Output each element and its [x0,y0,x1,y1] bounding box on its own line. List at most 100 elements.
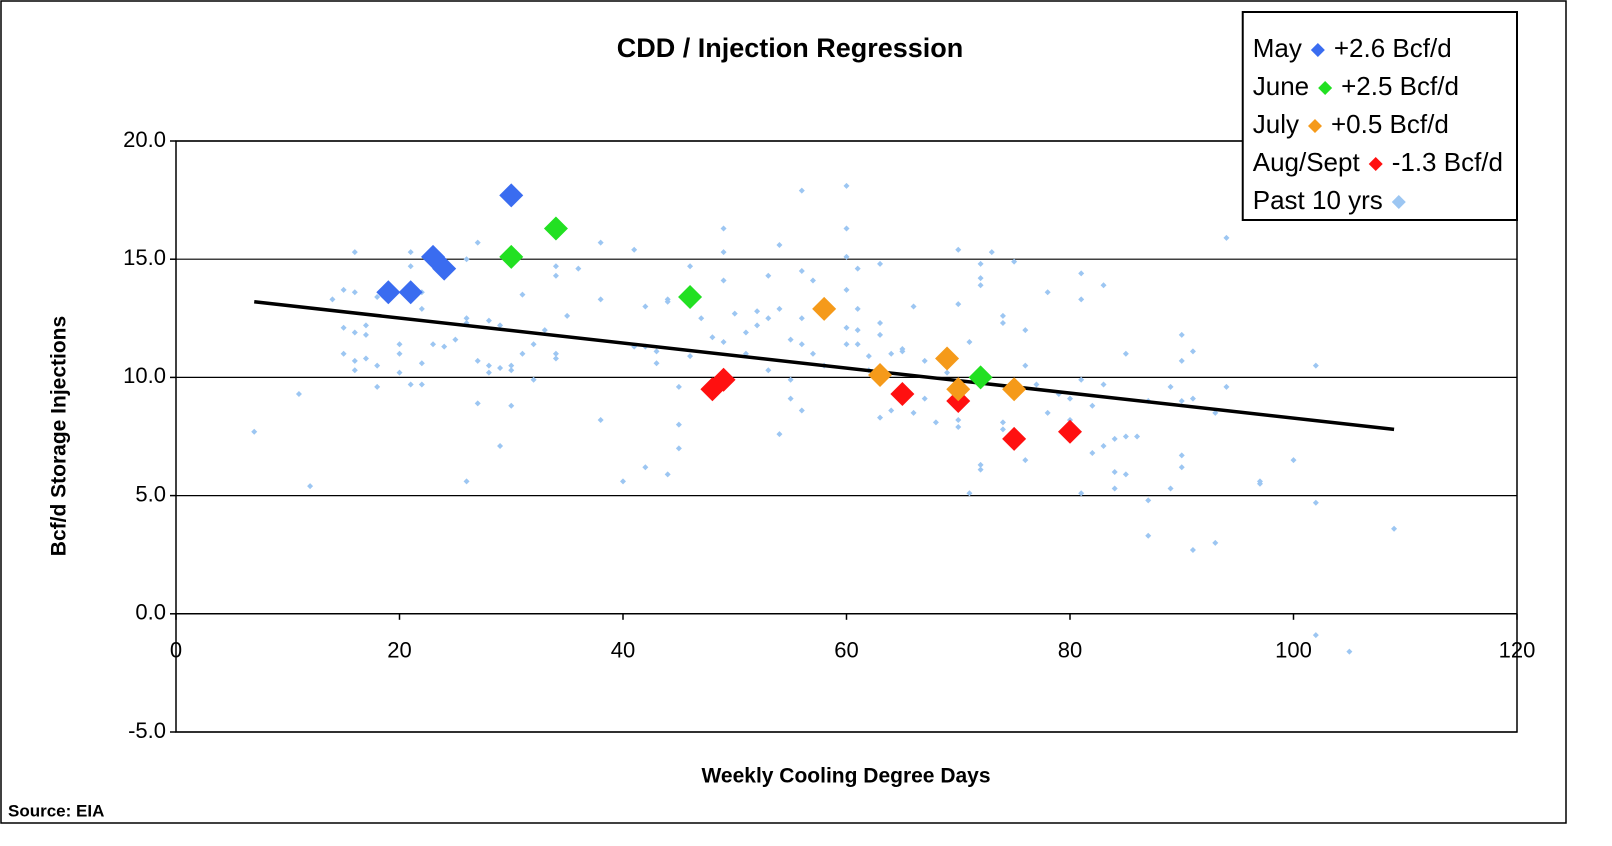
point [955,424,962,431]
point [854,341,861,348]
point [530,376,537,383]
point [497,322,504,329]
point [1078,376,1085,383]
point [1189,348,1196,355]
point [935,346,960,371]
point [1312,632,1319,639]
point [376,280,401,305]
point [711,367,736,392]
point [541,327,548,334]
point [1100,381,1107,388]
point [1044,289,1051,296]
point [854,305,861,312]
legend: May +2.6 Bcf/d June +2.5 Bcf/d July +0.5 Bcf/… [1241,11,1518,221]
legend-note: +0.5 Bcf/d [1331,109,1449,139]
point [977,275,984,282]
point [787,336,794,343]
point [653,360,660,367]
point [1058,419,1082,444]
point [1212,409,1219,416]
point [664,298,671,305]
point [485,362,492,369]
point [452,336,459,343]
point [1022,362,1029,369]
point [709,334,716,341]
point [798,187,805,194]
point [620,478,626,485]
point [474,357,481,364]
point [999,312,1006,319]
point [977,466,984,473]
x-tick-label: 20 [387,638,411,663]
y-tick-label: -5.0 [128,718,166,743]
x-tick-label: 40 [611,638,635,663]
point [765,367,772,374]
point [642,464,649,471]
point [508,367,515,374]
point [374,294,381,301]
point [519,350,526,357]
point [1122,350,1129,357]
point [597,239,604,246]
x-tick-label: 0 [170,638,182,663]
point [742,329,749,336]
legend-label: July [1253,109,1299,139]
chart-title: CDD / Injection Regression [617,33,964,63]
point [977,282,984,289]
point [809,277,816,284]
point [765,315,772,322]
point [396,369,403,376]
point [932,419,939,426]
point [977,461,984,468]
point [843,286,850,293]
point [1078,296,1085,303]
point [1178,398,1185,405]
point [988,249,995,256]
point [868,363,893,388]
point [351,329,358,336]
point [1100,442,1107,449]
point [295,390,302,397]
point [888,407,895,414]
point [877,260,884,267]
point [1022,327,1029,334]
y-axis-label: Bcf/d Storage Injections [48,316,71,556]
point [754,308,761,315]
point [999,426,1006,433]
point [463,478,470,485]
point [418,305,425,312]
point [1002,377,1027,402]
point [899,346,906,353]
point [999,320,1006,327]
point [1290,457,1297,464]
point [396,341,403,348]
point [1189,546,1196,553]
point [720,249,727,256]
point [843,324,850,331]
point [921,395,928,402]
legend-note: +2.5 Bcf/d [1341,71,1459,101]
point [552,272,559,279]
point [1212,539,1219,546]
point [552,263,559,270]
point [877,414,884,421]
point [1145,497,1152,504]
legend-note: +2.6 Bcf/d [1334,33,1452,63]
point [1100,282,1107,289]
point [497,442,504,449]
point [362,331,369,338]
point [720,277,727,284]
point [530,341,537,348]
point [552,350,559,357]
point [575,265,582,272]
x-tick-label: 60 [834,638,858,663]
point [1178,452,1185,459]
point [499,183,524,208]
point [678,285,703,310]
point [1223,383,1230,390]
point [474,400,481,407]
point [1134,433,1141,440]
point [519,291,526,298]
point [944,369,951,376]
point [1346,648,1353,655]
